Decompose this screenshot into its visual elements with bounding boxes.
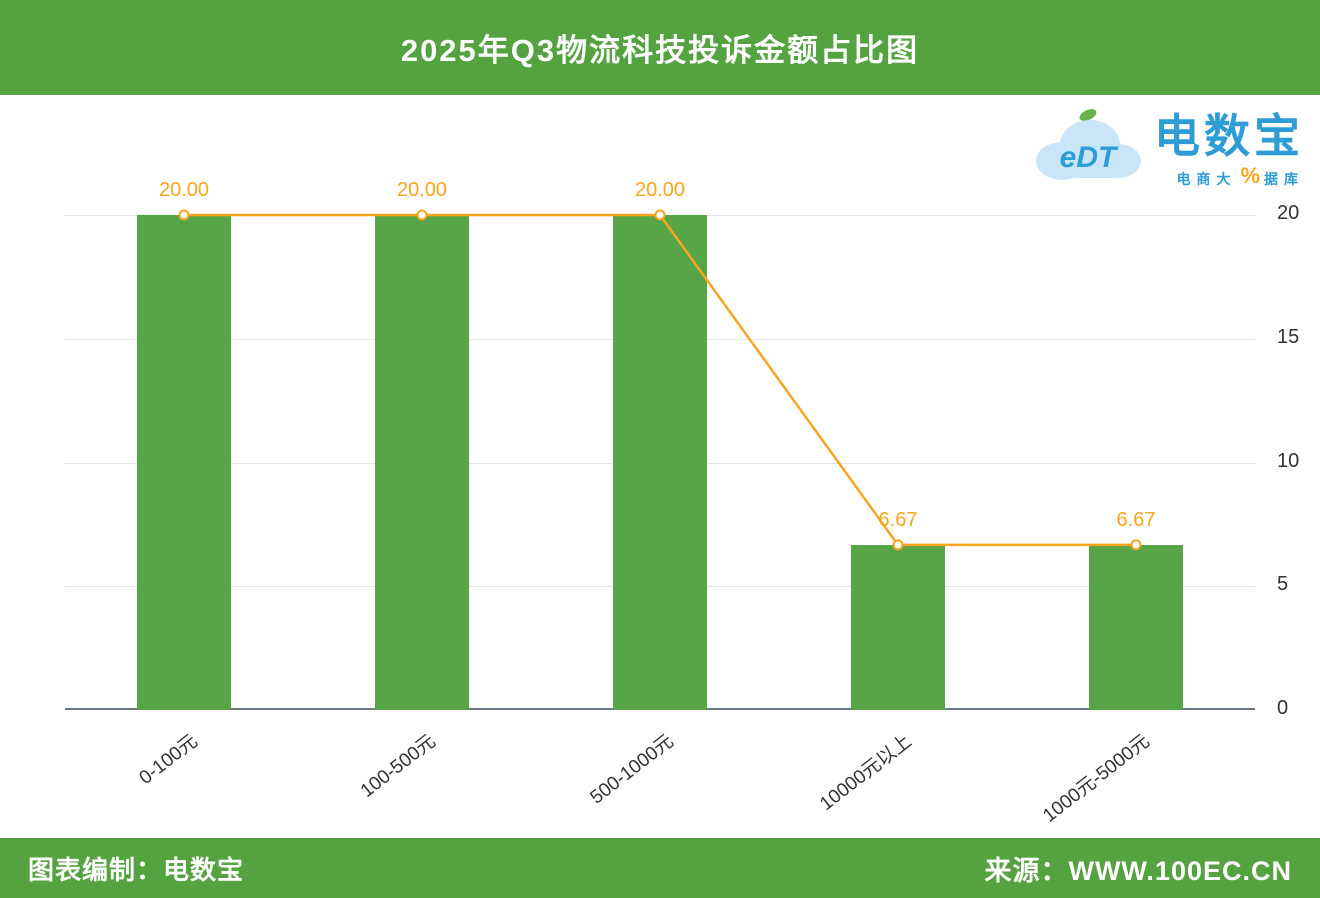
chart-plot-area: 0 5 10 15 20 0-100元 100-500元 500-1000元 10000元以上 1… bbox=[65, 150, 1299, 827]
y-tick-label: 15 bbox=[1277, 325, 1300, 348]
logo: eDT 电数宝 电商大 % 据库 bbox=[1026, 103, 1304, 191]
tagline-right: 据库 bbox=[1264, 171, 1304, 187]
value-label: 20.00 bbox=[634, 179, 686, 201]
tagline-percent: % bbox=[1240, 163, 1260, 188]
value-label: 20.00 bbox=[158, 179, 210, 201]
logo-tagline: 电商大 % 据库 bbox=[1176, 163, 1304, 189]
tagline-left: 电商大 bbox=[1176, 171, 1237, 187]
value-label: 6.67 bbox=[1116, 508, 1156, 531]
source-label: 来源： bbox=[984, 855, 1069, 886]
bar bbox=[851, 544, 945, 710]
bar bbox=[375, 215, 469, 710]
page-title: 2025年Q3物流科技投诉金额占比图 bbox=[400, 33, 920, 68]
footer-banner: 图表编制：电数宝 来源：WWW.100EC.CN bbox=[0, 838, 1320, 898]
cloud-logo-text: eDT bbox=[1060, 141, 1119, 174]
cloud-icon: eDT bbox=[1036, 109, 1141, 180]
bar bbox=[137, 215, 231, 710]
y-tick-label: 5 bbox=[1277, 573, 1289, 596]
footer-credit: 图表编制：电数宝 bbox=[28, 854, 245, 885]
value-label: 6.67 bbox=[878, 508, 918, 531]
bar bbox=[613, 215, 707, 710]
source-url[interactable]: WWW.100EC.CN bbox=[1068, 855, 1292, 886]
y-tick-label: 0 bbox=[1277, 697, 1289, 719]
logo-text-block: 电数宝 电商大 % 据库 bbox=[1154, 113, 1304, 189]
y-tick-label: 10 bbox=[1277, 449, 1300, 472]
value-label: 20.00 bbox=[396, 179, 448, 201]
logo-brand-text: 电数宝 bbox=[1154, 110, 1304, 162]
footer-source: 来源：WWW.100EC.CN bbox=[984, 849, 1292, 888]
y-tick-label: 20 bbox=[1277, 202, 1300, 224]
bar bbox=[1089, 544, 1183, 710]
title-banner: 2025年Q3物流科技投诉金额占比图 bbox=[0, 0, 1320, 95]
